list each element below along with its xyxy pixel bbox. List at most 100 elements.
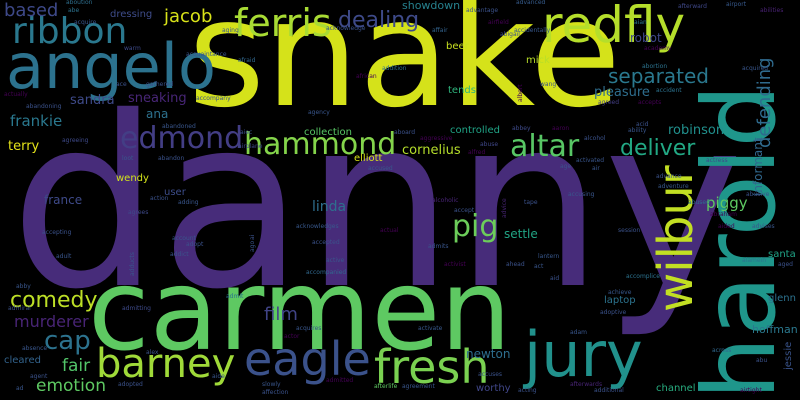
word-murderer: murderer	[14, 312, 89, 331]
word-admiral: admiral	[8, 305, 31, 312]
word-abbey: abbey	[512, 125, 531, 132]
word-redfly: redfly	[542, 0, 686, 54]
word-ferris: ferris	[234, 1, 332, 45]
word-addict: addict	[170, 251, 189, 258]
word-age: age	[560, 163, 572, 170]
word-actress: actress	[706, 157, 728, 164]
word-aide: aide	[212, 373, 225, 380]
word-acknowledge: acknowledge	[326, 25, 366, 32]
word-afterward: afterward	[678, 3, 707, 10]
word-addition: addition	[382, 65, 407, 72]
word-pig: pig	[452, 209, 499, 244]
word-film: film	[264, 304, 298, 325]
word-pleasure: pleasure	[594, 85, 650, 100]
word-elliott: elliott	[354, 153, 383, 164]
word-worthy: worthy	[476, 383, 511, 394]
word-carmen: carmen	[88, 246, 512, 376]
word-acquaintance: acquaintance	[186, 51, 227, 58]
word-affair: affair	[432, 27, 448, 34]
word-across: across	[712, 347, 732, 354]
word-ai: ai	[249, 234, 256, 240]
word-advises: advises	[752, 223, 775, 230]
word-admitted: admitted	[326, 377, 354, 384]
word-piggy: piggy	[706, 194, 748, 212]
word-airplane: airplane	[238, 143, 263, 150]
word-acquired: acquired	[742, 65, 769, 72]
word-alamein: alamein	[742, 257, 767, 264]
word-frankie: frankie	[10, 112, 63, 130]
word-activate: activate	[418, 325, 443, 332]
word-advice: advice	[501, 198, 508, 218]
word-cornelius: cornelius	[402, 143, 461, 158]
word-african: african	[356, 73, 377, 80]
word-channel: channel	[656, 383, 696, 394]
word-accidentally: accidentally	[514, 27, 551, 34]
word-cleared: cleared	[4, 355, 41, 366]
word-slowly: slowly	[262, 381, 281, 388]
word-aging: aging	[222, 27, 239, 34]
word-aboution: aboution	[66, 0, 93, 6]
word-terry: terry	[8, 139, 40, 154]
word-fresh: fresh	[374, 340, 490, 394]
word-beer: beer	[446, 41, 469, 52]
word-airtight: airtight	[740, 387, 762, 394]
word-cap: cap	[44, 326, 91, 356]
word-controlled: controlled	[450, 125, 500, 136]
word-jury: jury	[524, 318, 643, 391]
word-dealing: dealing	[338, 8, 420, 33]
word-acknowledges: acknowledges	[296, 223, 339, 230]
word-loot: loot	[122, 155, 134, 162]
word-admit: admit	[226, 293, 244, 300]
word-glenn: glenn	[768, 293, 796, 304]
word-danny: danny	[10, 66, 744, 341]
word-warm: warm	[124, 45, 141, 52]
word-ad: ad	[16, 385, 24, 392]
word-edmond: edmond	[120, 121, 244, 156]
word-alcohol: alcohol	[584, 135, 606, 142]
word-alex: alex	[146, 349, 159, 356]
word-adult: adult	[56, 253, 72, 260]
word-agreement: agreement	[402, 383, 435, 390]
word-actor: actor	[284, 333, 300, 340]
word-afterlife: afterlife	[374, 383, 398, 390]
word-settle: settle	[504, 227, 538, 241]
word-affection: affection	[262, 389, 289, 396]
word-accepts: accepts	[638, 99, 662, 106]
word-informant: informant	[751, 137, 765, 196]
word-account: account	[172, 235, 196, 242]
word-ribbon: ribbon	[12, 11, 128, 52]
word-active: active	[326, 257, 345, 264]
word-showdown: showdown	[402, 0, 461, 12]
word-accept: accept	[454, 207, 475, 214]
word-ana: ana	[146, 107, 169, 121]
word-acquire: acquire	[74, 19, 97, 26]
word-afterwards: afterwards	[570, 381, 603, 388]
word-abilities: abilities	[760, 7, 784, 14]
word-adventure: adventure	[658, 183, 689, 190]
word-hoffman: hoffman	[752, 323, 798, 336]
word-ahead: ahead	[506, 261, 525, 268]
word-action: action	[150, 195, 169, 202]
word-abortion: abortion	[642, 63, 668, 70]
word-separated: separated	[608, 64, 709, 88]
word-agreed: agreed	[598, 99, 620, 106]
word-accomplice: accomplice	[626, 273, 660, 280]
word-aiec: aiec	[240, 129, 253, 136]
word-abuse: abuse	[480, 141, 499, 148]
word-additional: additional	[594, 387, 624, 394]
word-angelo: angelo	[6, 30, 216, 103]
word-adoptive: adoptive	[600, 309, 627, 316]
word-agency: agency	[308, 109, 330, 116]
word-robinson: robinson	[668, 123, 725, 138]
word-gathered: gathered	[146, 81, 174, 88]
word-accompanied: accompanied	[306, 269, 347, 276]
word-accident: accident	[656, 87, 682, 94]
word-agreeing: agreeing	[62, 137, 89, 144]
word-accusing: accusing	[568, 191, 595, 198]
word-agent: agent	[30, 373, 48, 380]
word-absence: absence	[22, 345, 48, 352]
word-admits: admits	[428, 243, 449, 250]
word-robot: robot	[630, 31, 662, 45]
word-santa: santa	[768, 249, 796, 260]
